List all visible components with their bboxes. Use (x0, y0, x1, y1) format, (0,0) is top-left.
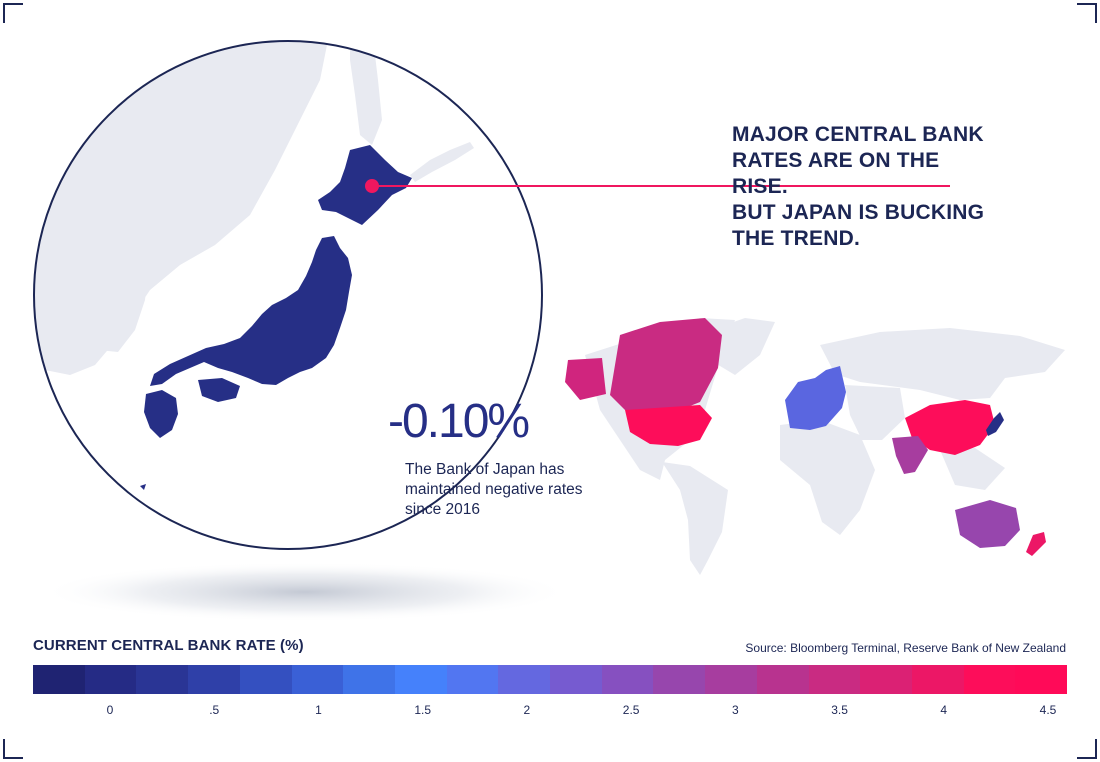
okinawa-shape (140, 484, 146, 490)
headline-secondary: BUT JAPAN IS BUCKING THE TREND. (732, 201, 985, 250)
color-scale-swatch (705, 665, 757, 694)
color-scale-swatch (808, 665, 861, 694)
africa (780, 420, 875, 535)
color-scale-swatch (498, 665, 551, 694)
color-scale-swatch (188, 665, 240, 694)
legend-title: CURRENT CENTRAL BANK RATE (%) (33, 637, 304, 654)
color-scale-swatch (1015, 665, 1068, 694)
color-scale-swatch (394, 665, 447, 694)
color-scale-tick-label: 1.5 (414, 703, 431, 717)
world-map (565, 318, 1065, 575)
kuril-islands-zoomed (410, 142, 474, 182)
color-scale-tick-label: 4.5 (1039, 703, 1057, 717)
sakhalin-zoomed (350, 41, 382, 145)
region-united-states (625, 405, 712, 446)
honshu-shape (150, 236, 352, 386)
lens-shadow (40, 562, 570, 622)
color-scale-tick-label: 0 (106, 703, 114, 717)
color-scale-swatch (860, 665, 912, 694)
shikoku-shape (198, 378, 240, 402)
color-scale-swatch (550, 665, 602, 694)
magnifier-lens (33, 40, 543, 550)
region-new-zealand (1026, 532, 1046, 556)
source-note: Source: Bloomberg Terminal, Reserve Bank… (745, 641, 1066, 655)
color-scale-swatch (756, 665, 809, 694)
corner-mark-top-right (1077, 3, 1097, 23)
color-scale-tick-label: 1 (315, 703, 322, 717)
color-scale-tick-label: 3.5 (831, 703, 848, 717)
japan-rate-note: The Bank of Japan has maintained negativ… (405, 461, 583, 518)
color-scale-swatch (601, 665, 654, 694)
color-scale-tick-label: 4 (940, 703, 948, 717)
color-scale-swatch (239, 665, 292, 694)
color-scale-swatch (963, 665, 1016, 694)
south-america (662, 462, 728, 575)
region-japan (986, 412, 1004, 436)
color-scale-swatch (136, 665, 189, 694)
japan-rate-value: -0.10% (388, 395, 530, 448)
color-scale-swatch (653, 665, 706, 694)
color-scale-tick-label: .5 (209, 703, 220, 717)
middle-east-central-asia (845, 385, 905, 440)
color-scale-swatch (33, 665, 85, 694)
kyushu-shape (144, 390, 178, 438)
color-scale-tick-label: 3 (731, 703, 739, 717)
lens-background-land (34, 41, 474, 375)
russia (820, 328, 1065, 400)
region-canada (610, 318, 722, 412)
color-scale-swatch (84, 665, 137, 694)
color-scale-swatch (291, 665, 344, 694)
korean-peninsula-zoomed (88, 250, 148, 352)
region-china (905, 400, 995, 455)
color-scale-tick-label: 2 (523, 703, 531, 717)
region-india (892, 436, 928, 474)
corner-mark-top-left (3, 3, 23, 23)
callout-dot (365, 179, 379, 193)
color-scale-bar (33, 665, 1068, 694)
region-australia (955, 500, 1020, 548)
corner-mark-bottom-left (3, 739, 23, 759)
color-scale-swatch (343, 665, 395, 694)
headline-primary: MAJOR CENTRAL BANK RATES ARE ON THE RISE… (732, 123, 984, 198)
color-scale-tick-label: 2.5 (622, 703, 640, 717)
japan-zoomed (140, 145, 412, 490)
corner-mark-bottom-right (1077, 739, 1097, 759)
region-europe (785, 366, 846, 430)
color-scale-swatch (446, 665, 499, 694)
color-scale-ticks: 0 .5 1 1.5 2 2.5 3 3.5 4 4.5 (0, 703, 1100, 723)
region-alaska (565, 358, 606, 400)
greenland (705, 318, 775, 375)
southeast-asia (940, 448, 1005, 490)
color-scale-swatch (911, 665, 964, 694)
hokkaido-shape (318, 145, 412, 225)
